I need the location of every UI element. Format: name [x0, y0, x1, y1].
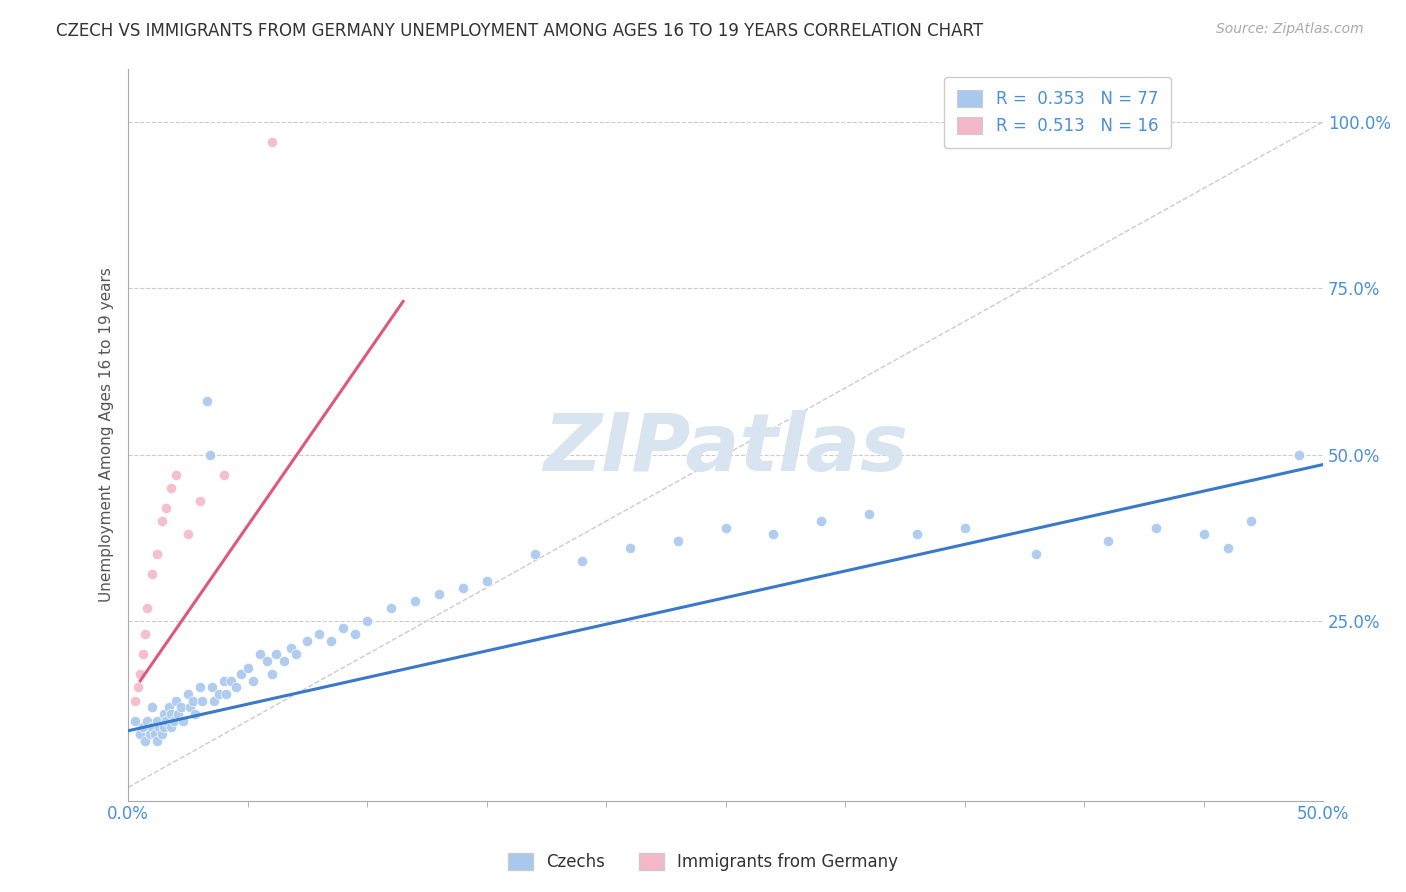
Point	[297, 633, 319, 648]
Point	[136, 600, 159, 615]
Point	[172, 714, 194, 728]
Point	[215, 687, 238, 701]
Point	[619, 541, 641, 555]
Point	[134, 627, 156, 641]
Point	[1144, 521, 1167, 535]
Point	[858, 508, 880, 522]
Point	[188, 681, 211, 695]
Point	[321, 633, 343, 648]
Point	[146, 714, 169, 728]
Point	[127, 681, 149, 695]
Point	[143, 727, 166, 741]
Point	[208, 687, 231, 701]
Point	[134, 733, 156, 747]
Point	[380, 600, 402, 615]
Point	[146, 547, 169, 561]
Point	[150, 514, 173, 528]
Point	[242, 673, 264, 688]
Point	[184, 707, 207, 722]
Point	[451, 581, 474, 595]
Point	[1216, 541, 1239, 555]
Point	[256, 654, 278, 668]
Point	[571, 554, 593, 568]
Point	[153, 720, 176, 734]
Legend: Czechs, Immigrants from Germany: Czechs, Immigrants from Germany	[499, 845, 907, 880]
Point	[273, 654, 295, 668]
Point	[332, 621, 354, 635]
Point	[163, 714, 186, 728]
Point	[810, 514, 832, 528]
Point	[177, 527, 200, 541]
Point	[1192, 527, 1215, 541]
Point	[165, 694, 187, 708]
Point	[170, 700, 193, 714]
Point	[1025, 547, 1047, 561]
Point	[260, 135, 283, 149]
Point	[131, 720, 153, 734]
Text: ZIPatlas: ZIPatlas	[543, 410, 908, 488]
Point	[136, 714, 159, 728]
Point	[165, 467, 187, 482]
Point	[260, 667, 283, 681]
Point	[762, 527, 785, 541]
Point	[212, 467, 235, 482]
Point	[124, 694, 146, 708]
Point	[280, 640, 302, 655]
Point	[160, 707, 183, 722]
Y-axis label: Unemployment Among Ages 16 to 19 years: Unemployment Among Ages 16 to 19 years	[100, 267, 114, 602]
Point	[953, 521, 976, 535]
Point	[475, 574, 498, 588]
Point	[188, 494, 211, 508]
Point	[157, 700, 180, 714]
Point	[202, 694, 225, 708]
Point	[212, 673, 235, 688]
Text: Source: ZipAtlas.com: Source: ZipAtlas.com	[1216, 22, 1364, 37]
Point	[167, 707, 190, 722]
Point	[148, 720, 170, 734]
Point	[177, 687, 200, 701]
Point	[523, 547, 546, 561]
Point	[1240, 514, 1263, 528]
Point	[160, 720, 183, 734]
Point	[427, 587, 450, 601]
Point	[225, 681, 247, 695]
Point	[181, 694, 204, 708]
Point	[714, 521, 737, 535]
Point	[191, 694, 214, 708]
Text: CZECH VS IMMIGRANTS FROM GERMANY UNEMPLOYMENT AMONG AGES 16 TO 19 YEARS CORRELAT: CZECH VS IMMIGRANTS FROM GERMANY UNEMPLO…	[56, 22, 983, 40]
Legend: R =  0.353   N = 77, R =  0.513   N = 16: R = 0.353 N = 77, R = 0.513 N = 16	[943, 77, 1171, 148]
Point	[150, 727, 173, 741]
Point	[666, 534, 689, 549]
Point	[195, 394, 218, 409]
Point	[141, 567, 163, 582]
Point	[160, 481, 183, 495]
Point	[179, 700, 201, 714]
Point	[266, 647, 288, 661]
Point	[198, 448, 221, 462]
Point	[201, 681, 224, 695]
Point	[139, 727, 162, 741]
Point	[905, 527, 928, 541]
Point	[155, 714, 177, 728]
Point	[284, 647, 307, 661]
Point	[308, 627, 330, 641]
Point	[249, 647, 271, 661]
Point	[129, 667, 152, 681]
Point	[146, 733, 169, 747]
Point	[344, 627, 367, 641]
Point	[1097, 534, 1119, 549]
Point	[141, 720, 163, 734]
Point	[356, 614, 378, 628]
Point	[153, 707, 176, 722]
Point	[1288, 448, 1310, 462]
Point	[129, 727, 152, 741]
Point	[219, 673, 242, 688]
Point	[229, 667, 252, 681]
Point	[131, 647, 153, 661]
Point	[236, 660, 259, 674]
Point	[141, 700, 163, 714]
Point	[124, 714, 146, 728]
Point	[155, 500, 177, 515]
Point	[404, 594, 426, 608]
